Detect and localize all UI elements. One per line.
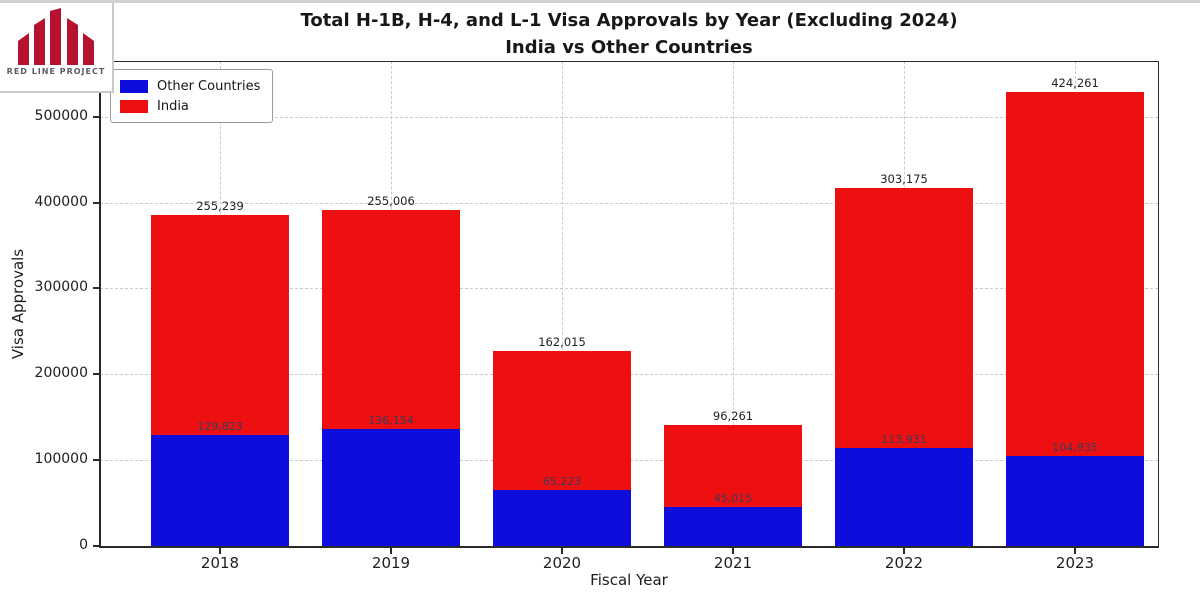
y-tick-label-0: 0 bbox=[79, 537, 88, 553]
y-tick-500000 bbox=[93, 115, 100, 118]
bar-label-other-2019: 136,154 bbox=[368, 414, 414, 428]
bar-label-india-2020: 162,015 bbox=[538, 334, 586, 349]
gridline-x-2021 bbox=[733, 61, 734, 546]
bar-label-india-2022: 303,175 bbox=[880, 171, 928, 186]
bar-other-2022 bbox=[835, 448, 973, 546]
chart-title-line2: India vs Other Countries bbox=[505, 37, 753, 58]
x-tick-label-2023: 2023 bbox=[1055, 554, 1095, 572]
legend-label-india: India bbox=[157, 98, 189, 114]
x-tick-2019 bbox=[390, 548, 392, 554]
y-tick-label-500000: 500000 bbox=[34, 107, 88, 124]
bar-label-india-2018: 255,239 bbox=[196, 199, 244, 214]
x-tick-label-2020: 2020 bbox=[542, 554, 582, 572]
logo-bars-icon bbox=[18, 8, 94, 65]
gridline-y-300000 bbox=[100, 288, 1158, 290]
y-tick-400000 bbox=[93, 201, 100, 204]
x-tick-label-2018: 2018 bbox=[200, 554, 240, 572]
legend: Other Countries India bbox=[110, 69, 274, 123]
bar-label-other-2020: 65,223 bbox=[542, 475, 582, 488]
gridline-x-2020 bbox=[562, 61, 563, 546]
bar-label-other-2021: 45,015 bbox=[713, 492, 753, 506]
bar-label-other-2018: 129,823 bbox=[197, 419, 243, 433]
y-tick-200000 bbox=[93, 373, 100, 376]
x-tick-label-2021: 2021 bbox=[713, 554, 753, 572]
y-tick-label-400000: 400000 bbox=[34, 193, 88, 210]
bar-india-2021 bbox=[664, 424, 802, 508]
y-tick-100000 bbox=[93, 459, 100, 462]
right-spine bbox=[1158, 61, 1159, 548]
y-tick-label-300000: 300000 bbox=[34, 279, 88, 296]
x-axis-spine bbox=[99, 546, 1159, 548]
x-tick-2018 bbox=[219, 548, 221, 554]
bar-label-other-2023: 104,935 bbox=[1052, 440, 1098, 454]
bar-other-2019 bbox=[322, 429, 460, 546]
bar-label-other-2022: 113,931 bbox=[881, 433, 927, 447]
x-tick-2022 bbox=[903, 548, 905, 554]
y-tick-0 bbox=[93, 545, 100, 547]
x-tick-label-2019: 2019 bbox=[371, 554, 411, 572]
bar-label-india-2021: 96,261 bbox=[712, 408, 754, 423]
chart-title-line1: Total H-1B, H-4, and L-1 Visa Approvals … bbox=[300, 10, 958, 31]
bar-india-2023 bbox=[1006, 91, 1144, 456]
y-tick-label-200000: 200000 bbox=[34, 365, 88, 382]
bar-label-india-2019: 255,006 bbox=[367, 194, 415, 209]
y-axis-label: Visa Approvals bbox=[9, 248, 27, 360]
red-line-project-logo: RED LINE PROJECT bbox=[0, 3, 114, 93]
y-tick-300000 bbox=[93, 287, 100, 290]
gridline-y-400000 bbox=[100, 202, 1158, 204]
legend-item-other-countries: Other Countries bbox=[120, 76, 260, 96]
top-spine bbox=[99, 61, 1159, 62]
logo-text: RED LINE PROJECT bbox=[6, 67, 106, 76]
x-tick-2021 bbox=[732, 548, 734, 554]
bar-india-2018 bbox=[151, 215, 289, 435]
x-tick-2023 bbox=[1074, 548, 1076, 554]
bar-other-2020 bbox=[493, 490, 631, 546]
bar-label-india-2023: 424,261 bbox=[1051, 75, 1099, 90]
x-tick-2020 bbox=[561, 548, 563, 554]
legend-swatch-india bbox=[120, 99, 148, 113]
chart-title: Total H-1B, H-4, and L-1 Visa Approvals … bbox=[100, 7, 1158, 61]
plot-area: 0 100000 200000 300000 400000 500000 255,239 12… bbox=[0, 3, 1200, 593]
y-tick-label-100000: 100000 bbox=[34, 451, 88, 468]
gridline-y-500000 bbox=[100, 116, 1158, 118]
y-axis-spine bbox=[99, 61, 101, 547]
x-tick-label-2022: 2022 bbox=[884, 554, 924, 572]
legend-item-india: India bbox=[120, 96, 260, 116]
x-axis-label: Fiscal Year bbox=[590, 571, 668, 589]
bar-india-2022 bbox=[835, 187, 973, 449]
bar-other-2023 bbox=[1006, 455, 1144, 546]
legend-label-other-countries: Other Countries bbox=[157, 78, 261, 94]
bar-other-2018 bbox=[151, 434, 289, 546]
bar-india-2020 bbox=[493, 350, 631, 490]
bar-india-2019 bbox=[322, 210, 460, 430]
bar-other-2021 bbox=[664, 507, 802, 546]
legend-swatch-other-countries bbox=[120, 79, 148, 93]
